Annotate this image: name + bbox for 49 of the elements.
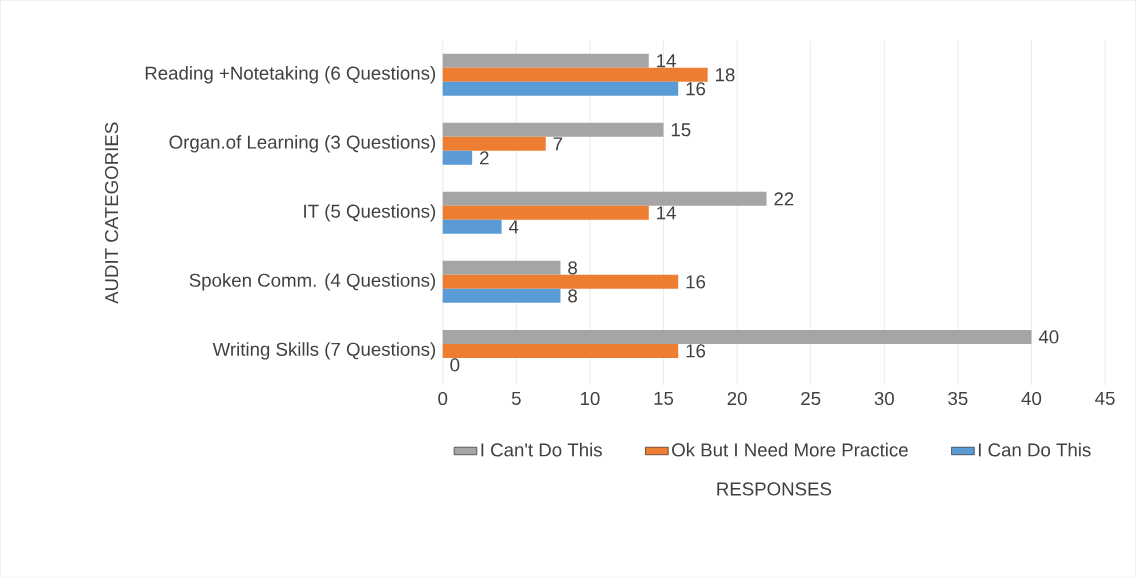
data-label: 16: [686, 275, 706, 289]
x-tick-label: 10: [580, 392, 600, 406]
legend-label: I Can Do This: [978, 443, 1091, 457]
bar: [442, 137, 546, 151]
x-tick-label: 30: [874, 392, 894, 406]
data-label: 14: [657, 54, 676, 68]
y-axis-title: AUDIT CATEGORIES: [104, 122, 119, 305]
bar: [442, 344, 679, 359]
data-label: 16: [686, 82, 706, 96]
y-tick-label: Organ.of Learning (3 Questions): [169, 135, 436, 153]
y-tick-label: Writing Skills (7 Questions): [212, 342, 436, 360]
x-tick-label: 15: [654, 392, 674, 406]
legend-label: I Can't Do This: [481, 443, 602, 457]
data-label: 8: [568, 289, 577, 303]
bar: [442, 275, 679, 290]
y-tick-label: Spoken Comm. (4 Questions): [189, 273, 436, 291]
x-tick-label: 20: [727, 392, 747, 406]
bar: [442, 123, 664, 137]
bar: [442, 53, 649, 68]
x-tick-label: 5: [511, 392, 521, 406]
data-label: 22: [774, 192, 794, 206]
bar: [442, 206, 649, 221]
bar: [442, 261, 561, 276]
bar: [442, 289, 561, 304]
bar: [442, 150, 473, 165]
x-axis-title: RESPONSES: [717, 482, 832, 496]
y-tick-label: IT (5 Questions): [304, 204, 436, 222]
bar: [442, 81, 679, 96]
x-tick-label: 45: [1095, 392, 1115, 406]
data-label: 8: [568, 261, 577, 275]
x-tick-label: 0: [438, 392, 448, 406]
data-label: 18: [716, 68, 735, 82]
x-tick-label: 40: [1021, 392, 1042, 406]
x-tick-label: 35: [948, 392, 968, 406]
bar: [442, 67, 708, 82]
data-label: 0: [450, 358, 460, 372]
data-label: 7: [553, 137, 563, 151]
bar: [442, 220, 502, 235]
legend-label: Ok But I Need More Practice: [672, 443, 908, 457]
data-label: 16: [686, 344, 706, 358]
data-label: 15: [671, 123, 691, 137]
data-label: 2: [480, 151, 489, 165]
data-label: 4: [508, 220, 519, 234]
bar: [442, 192, 767, 207]
data-label: 40: [1038, 330, 1059, 344]
data-label: 14: [657, 206, 676, 220]
y-tick-label: Reading +Notetaking (6 Questions): [145, 66, 436, 84]
bar: [442, 330, 1032, 345]
x-tick-label: 25: [801, 392, 821, 406]
